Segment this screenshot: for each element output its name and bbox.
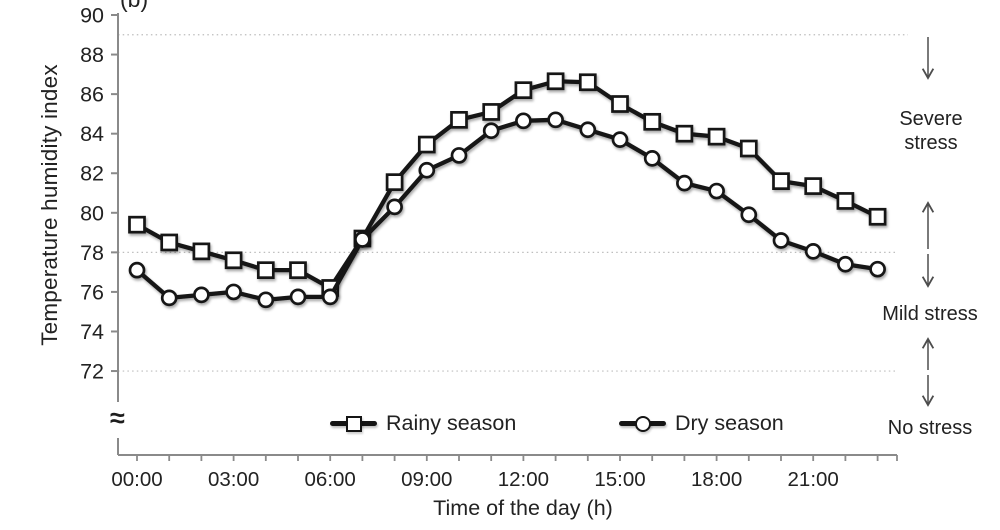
severe-stress-label: Severe stress <box>899 108 963 154</box>
y-tick-label: 74 <box>80 320 104 344</box>
dry-season-circle-marker-icon <box>619 415 666 432</box>
square-data-marker <box>546 72 565 91</box>
panel-label: (b) <box>120 0 148 13</box>
y-tick-label: 90 <box>80 4 104 28</box>
y-tick-label: 72 <box>80 360 104 384</box>
square-data-marker <box>804 177 823 195</box>
square-data-marker <box>643 112 662 131</box>
square-data-marker <box>675 124 694 143</box>
series-line <box>135 117 878 302</box>
circle-data-marker <box>354 231 371 248</box>
square-data-marker <box>224 251 243 270</box>
x-tick-label: 03:00 <box>208 468 259 491</box>
y-tick-label: 84 <box>80 122 104 146</box>
y-tick-label: 82 <box>80 162 104 186</box>
circle-data-marker <box>450 147 468 164</box>
y-axis-break-symbol: ≈ <box>110 403 125 433</box>
circle-data-marker <box>193 286 210 304</box>
square-marker-icon <box>345 415 362 432</box>
x-tick-label: 15:00 <box>594 468 645 491</box>
square-data-marker <box>128 215 146 234</box>
circle-data-marker <box>547 111 564 129</box>
no-stress-label: No stress <box>887 417 973 439</box>
y-axis-title: Temperature humidity index <box>37 64 62 346</box>
series-rainy-season <box>128 72 887 297</box>
circle-data-marker <box>708 182 725 200</box>
square-data-marker <box>514 81 533 100</box>
circle-data-marker <box>418 161 436 179</box>
circle-data-marker <box>257 291 275 309</box>
x-tick-label: 21:00 <box>788 468 839 491</box>
legend-label-dry-season: Dry season <box>675 411 784 435</box>
circle-data-marker <box>386 198 403 216</box>
circle-data-marker <box>515 112 532 130</box>
rainy-season-square-marker-icon <box>330 415 377 432</box>
circle-data-marker <box>643 150 661 167</box>
series-line <box>135 79 879 291</box>
x-tick-label: 18:00 <box>691 468 742 491</box>
square-data-marker <box>836 192 855 210</box>
circle-data-marker <box>225 283 242 301</box>
circle-data-marker <box>611 131 629 148</box>
x-tick-label: 00:00 <box>111 468 162 491</box>
circle-data-marker <box>160 289 178 307</box>
square-data-marker <box>289 261 307 280</box>
y-tick-label: 78 <box>80 241 104 265</box>
x-tick-label: 09:00 <box>401 468 452 491</box>
x-tick-label: 12:00 <box>498 468 549 491</box>
circle-data-marker <box>482 122 500 140</box>
series-dry-season <box>128 111 886 309</box>
circle-data-marker <box>772 232 790 249</box>
circle-data-marker <box>128 261 146 279</box>
x-tick-label: 06:00 <box>305 468 356 491</box>
square-data-marker <box>192 242 211 261</box>
mild-stress-label: Mild stress <box>882 303 978 325</box>
circle-data-marker <box>740 206 758 224</box>
square-data-marker <box>450 110 468 129</box>
circle-marker-icon <box>634 415 651 432</box>
y-tick-label: 80 <box>80 201 104 225</box>
square-data-marker <box>482 103 501 121</box>
legend-item-dry-season: Dry season <box>619 411 784 436</box>
legend-label-rainy-season: Rainy season <box>386 411 517 435</box>
square-data-marker <box>578 73 597 92</box>
square-data-marker <box>772 172 790 191</box>
square-data-marker <box>385 173 404 191</box>
y-tick-label: 88 <box>80 43 104 67</box>
circle-data-marker <box>289 288 307 306</box>
y-tick-label: 76 <box>80 280 104 304</box>
circle-data-marker <box>579 121 597 139</box>
legend-item-rainy-season: Rainy season <box>330 411 516 436</box>
square-data-marker <box>611 95 629 113</box>
circle-data-marker <box>321 288 339 306</box>
square-data-marker <box>739 139 758 158</box>
circle-data-marker <box>676 174 693 192</box>
y-tick-label: 86 <box>80 83 104 107</box>
x-axis-title: Time of the day (h) <box>433 496 613 520</box>
circle-data-marker <box>837 255 854 273</box>
square-data-marker <box>256 261 275 280</box>
circle-data-marker <box>869 260 886 278</box>
circle-data-marker <box>804 243 822 260</box>
square-data-marker <box>868 207 887 226</box>
square-data-marker <box>160 233 179 252</box>
square-data-marker <box>417 135 436 154</box>
square-data-marker <box>707 127 726 146</box>
